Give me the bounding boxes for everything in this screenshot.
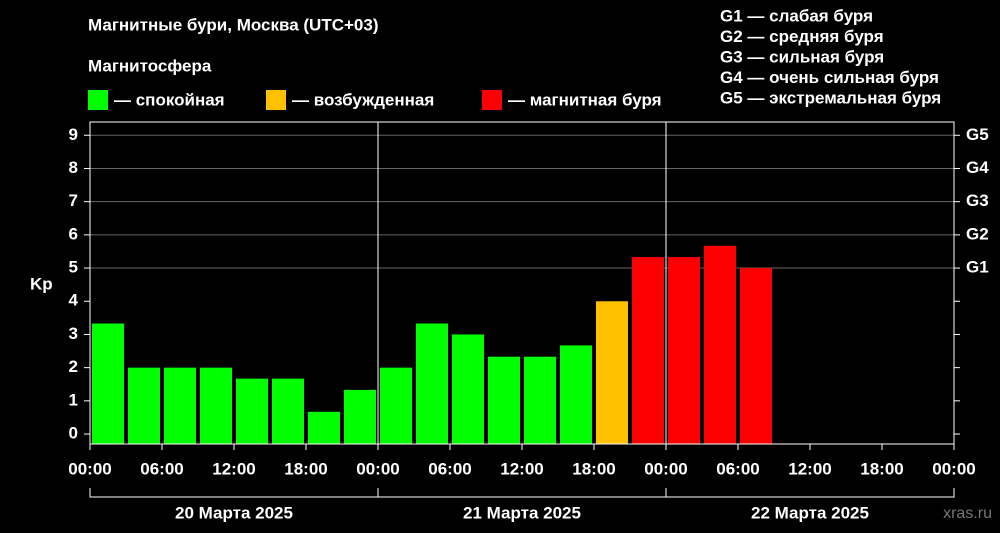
y2-tick-label: G4 <box>966 158 989 177</box>
bar <box>236 378 268 444</box>
y2-tick-label: G2 <box>966 224 989 243</box>
bar <box>560 345 592 444</box>
day-label: 21 Марта 2025 <box>463 503 581 522</box>
x-tick-label: 18:00 <box>284 459 327 478</box>
x-tick-label: 12:00 <box>212 459 255 478</box>
legend-title: Магнитосфера <box>88 56 212 75</box>
y-tick-label: 0 <box>69 424 78 443</box>
x-tick-label: 00:00 <box>356 459 399 478</box>
day-label: 22 Марта 2025 <box>751 503 869 522</box>
scale-note: G3 — сильная буря <box>720 47 884 66</box>
day-bracket <box>665 488 955 498</box>
x-tick-label: 18:00 <box>860 459 903 478</box>
legend-swatch <box>88 90 108 110</box>
bar <box>416 323 448 444</box>
bar <box>668 257 700 444</box>
x-tick-label: 06:00 <box>428 459 471 478</box>
x-tick-label: 00:00 <box>68 459 111 478</box>
y-tick-label: 3 <box>69 324 78 343</box>
bar <box>308 411 340 444</box>
y-tick-label: 8 <box>69 158 78 177</box>
y-tick-label: 5 <box>69 258 78 277</box>
bar <box>488 356 520 444</box>
y-tick-label: 7 <box>69 191 78 210</box>
legend-swatch <box>482 90 502 110</box>
bar <box>632 257 664 444</box>
x-tick-label: 00:00 <box>932 459 975 478</box>
x-tick-label: 06:00 <box>140 459 183 478</box>
bar <box>344 389 376 444</box>
y2-tick-label: G1 <box>966 258 989 277</box>
y-tick-label: 9 <box>69 125 78 144</box>
x-tick-label: 12:00 <box>788 459 831 478</box>
chart-title: Магнитные бури, Москва (UTC+03) <box>88 15 379 34</box>
bar <box>380 367 412 444</box>
bar <box>272 378 304 444</box>
x-tick-label: 18:00 <box>572 459 615 478</box>
day-label: 20 Марта 2025 <box>175 503 293 522</box>
legend-label: — спокойная <box>114 90 225 109</box>
scale-note: G1 — слабая буря <box>720 6 873 25</box>
scale-note: G4 — очень сильная буря <box>720 68 939 87</box>
y-tick-label: 2 <box>69 357 78 376</box>
legend-label: — магнитная буря <box>508 90 662 109</box>
scale-note: G2 — средняя буря <box>720 27 884 46</box>
bar <box>164 367 196 444</box>
y2-tick-label: G3 <box>966 191 989 210</box>
x-tick-label: 12:00 <box>500 459 543 478</box>
day-bracket <box>377 488 667 498</box>
legend-swatch <box>266 90 286 110</box>
y-tick-label: 4 <box>69 291 79 310</box>
bar <box>740 268 772 444</box>
day-bracket <box>89 488 379 498</box>
bar <box>128 367 160 444</box>
y2-tick-label: G5 <box>966 125 989 144</box>
y-axis-label: Kp <box>30 274 53 293</box>
watermark: xras.ru <box>943 505 992 522</box>
bar <box>452 334 484 444</box>
bar <box>200 367 232 444</box>
x-tick-label: 06:00 <box>716 459 759 478</box>
x-tick-label: 00:00 <box>644 459 687 478</box>
bar <box>704 245 736 444</box>
y-tick-label: 6 <box>69 224 78 243</box>
bar <box>92 323 124 444</box>
bar <box>524 356 556 444</box>
y-tick-label: 1 <box>69 390 78 409</box>
legend-label: — возбужденная <box>292 90 434 109</box>
scale-note: G5 — экстремальная буря <box>720 88 941 107</box>
bar <box>596 301 628 444</box>
